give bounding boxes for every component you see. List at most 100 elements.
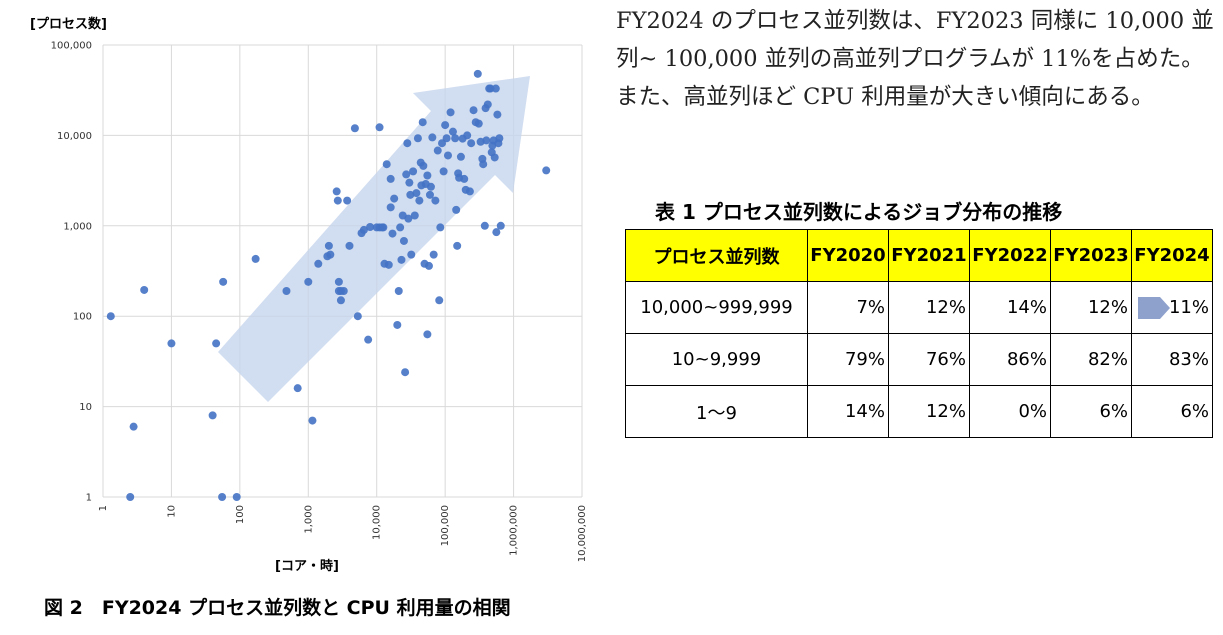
y-tick-label: 100: [73, 312, 92, 323]
y-tick-label: 1: [86, 493, 92, 504]
data-point: [232, 493, 241, 501]
x-tick-label: 100,000: [440, 505, 451, 546]
data-point: [304, 277, 313, 286]
data-point: [314, 259, 323, 268]
data-point: [386, 203, 395, 212]
table-cell: 76%: [888, 333, 970, 386]
data-point: [413, 134, 422, 143]
data-point: [404, 214, 413, 223]
table-row: 10,000~999,999 7% 12% 14% 12% 11%: [625, 281, 1213, 334]
header-cell: FY2020: [807, 229, 889, 282]
data-point: [218, 493, 227, 501]
data-point: [345, 241, 354, 250]
data-point: [419, 161, 428, 170]
table-cell: 6%: [1050, 385, 1132, 438]
x-tick-label: 1,000,000: [509, 505, 520, 556]
data-point: [126, 493, 135, 501]
data-point: [429, 250, 438, 259]
data-point: [402, 170, 411, 179]
arrow-icon: [1138, 297, 1170, 319]
header-cell: FY2024: [1131, 229, 1213, 282]
body-paragraph: FY2024 のプロセス並列数は、FY2023 同様に 10,000 並列~ 1…: [616, 8, 1214, 110]
table-cell: 12%: [888, 385, 970, 438]
data-point: [106, 312, 115, 321]
data-point: [426, 182, 435, 191]
data-point: [212, 339, 221, 348]
data-point: [208, 411, 217, 420]
data-point: [479, 160, 488, 169]
data-point: [359, 225, 368, 234]
data-point: [350, 124, 359, 133]
data-point: [353, 312, 362, 321]
data-point: [308, 416, 317, 425]
data-point: [480, 221, 489, 230]
table-row: 10~9,999 79% 76% 86% 82% 83%: [625, 333, 1213, 386]
data-point: [343, 196, 352, 205]
data-point: [393, 320, 402, 329]
table-cell: 1～9: [625, 385, 808, 438]
table-cell-highlight: 11%: [1131, 281, 1213, 334]
data-point: [496, 221, 505, 230]
data-point: [495, 134, 504, 143]
data-point: [399, 236, 408, 245]
data-point: [425, 190, 434, 199]
data-point: [384, 260, 393, 269]
data-point: [435, 296, 444, 305]
data-point: [375, 123, 384, 132]
y-tick-label: 10,000: [57, 131, 92, 142]
data-point: [436, 223, 445, 232]
data-point: [366, 222, 375, 231]
table-cell: 14%: [807, 385, 889, 438]
table-cell: 0%: [969, 385, 1051, 438]
x-axis-label: [コア・時]: [275, 558, 339, 574]
data-point: [382, 160, 391, 169]
data-point: [397, 255, 406, 264]
data-point: [428, 133, 437, 142]
table-row: 1～9 14% 12% 0% 6% 6%: [625, 385, 1213, 438]
y-axis-label: [プロセス数]: [30, 16, 107, 32]
data-point: [332, 187, 341, 196]
data-point: [333, 196, 342, 205]
data-point: [490, 153, 499, 162]
header-cell: FY2021: [888, 229, 970, 282]
data-point: [463, 131, 472, 140]
x-tick-label: 1: [98, 505, 109, 511]
data-point: [465, 187, 474, 196]
data-point: [407, 250, 416, 259]
table-cell: 79%: [807, 333, 889, 386]
header-cell: FY2022: [969, 229, 1051, 282]
x-tick-label: 100: [235, 505, 246, 524]
table-header-row: プロセス並列数 FY2020 FY2021 FY2022 FY2023 FY20…: [625, 229, 1213, 282]
data-point: [410, 211, 419, 220]
header-cell: プロセス並列数: [625, 229, 808, 282]
table-cell-value: 11%: [1168, 297, 1209, 318]
data-point: [390, 194, 399, 203]
data-point: [251, 254, 260, 263]
data-point: [423, 330, 432, 339]
data-point: [452, 205, 461, 214]
data-point: [424, 261, 433, 270]
table-cell: 83%: [1131, 333, 1213, 386]
data-point: [167, 339, 176, 348]
data-point: [339, 287, 348, 296]
data-point: [441, 121, 450, 130]
data-point: [451, 134, 460, 143]
data-point: [418, 118, 427, 127]
table-cell: 12%: [1050, 281, 1132, 334]
data-point: [482, 136, 491, 145]
data-point: [415, 196, 424, 205]
data-point: [406, 190, 415, 199]
figure-caption: 図 2 FY2024 プロセス並列数と CPU 利用量の相関: [44, 597, 511, 619]
data-point: [388, 229, 397, 238]
data-point: [364, 335, 373, 344]
data-point: [446, 108, 455, 117]
data-point: [293, 384, 302, 393]
data-point: [129, 422, 138, 431]
table-cell: 12%: [888, 281, 970, 334]
data-point: [396, 223, 405, 232]
table-caption: 表 1 プロセス並列数によるジョブ分布の推移: [655, 200, 1063, 224]
data-point: [469, 106, 478, 115]
table-cell: 7%: [807, 281, 889, 334]
table-cell: 82%: [1050, 333, 1132, 386]
y-tick-label: 10: [79, 402, 92, 413]
